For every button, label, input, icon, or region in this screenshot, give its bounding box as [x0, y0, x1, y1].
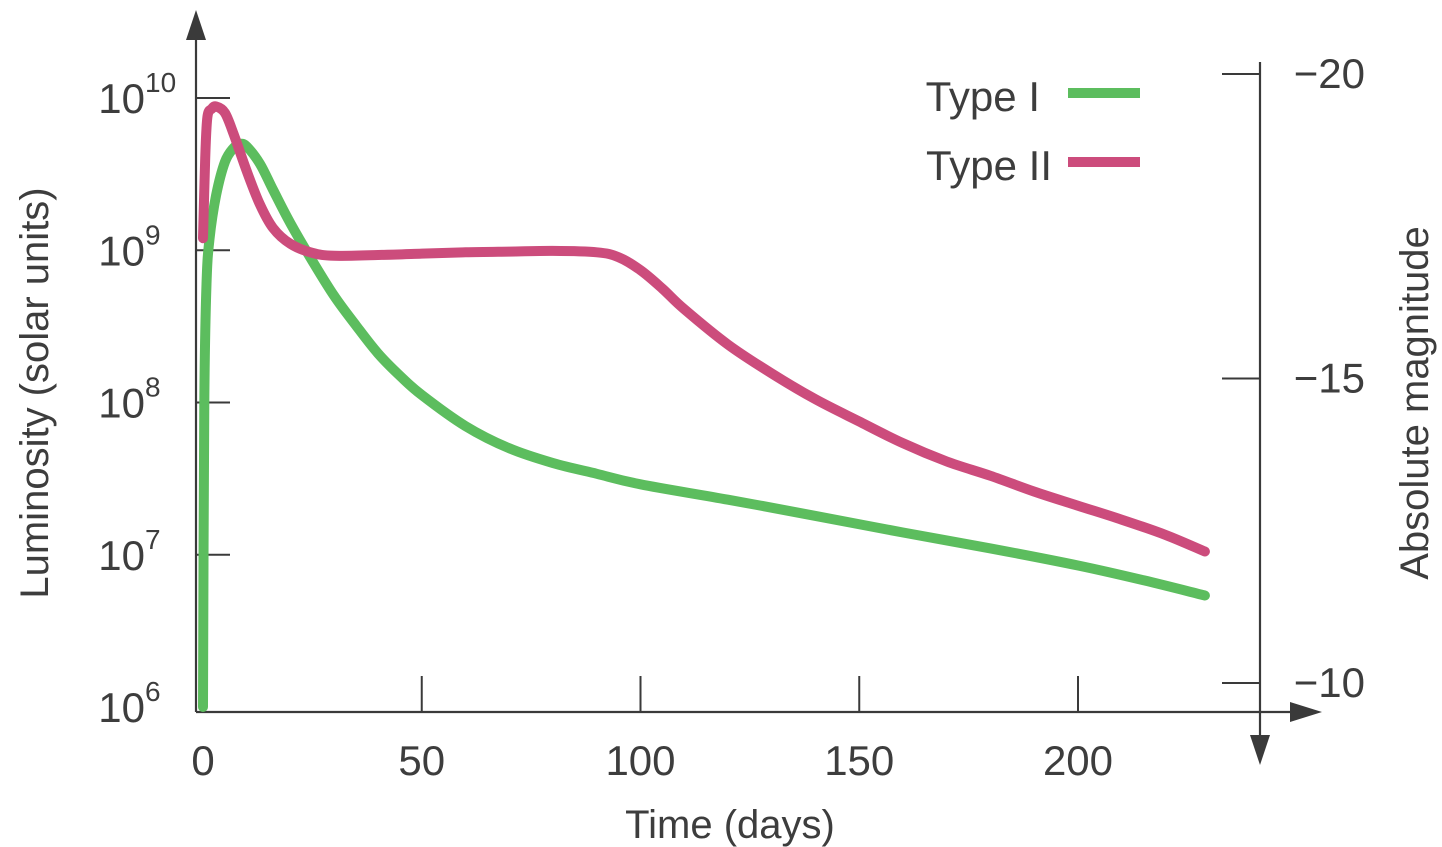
- y2-tick-label: −15: [1294, 355, 1365, 402]
- x-tick-label: 150: [824, 737, 894, 784]
- y-tick-label: 10 10: [98, 67, 176, 122]
- y-tick-label: 10 8: [98, 372, 160, 427]
- series-line-type-ii: [198, 101, 1210, 557]
- legend: Type I Type II: [926, 73, 1140, 189]
- legend-label-type-ii: Type II: [926, 142, 1052, 189]
- y-tick-base: 10: [98, 227, 145, 274]
- series-layer: [198, 101, 1210, 712]
- y-tick-label: 10 7: [98, 524, 160, 579]
- x-axis-arrowhead: [1290, 702, 1322, 722]
- y-tick-exponent: 6: [145, 676, 161, 707]
- y-tick-exponent: 9: [145, 219, 161, 250]
- x-tick-label: 200: [1043, 737, 1113, 784]
- x-tick-label: 0: [191, 737, 214, 784]
- y-tick-base: 10: [98, 532, 145, 579]
- legend-item-type-i: Type I: [926, 73, 1140, 120]
- x-axis-title: Time (days): [625, 803, 835, 847]
- y-tick-base: 10: [98, 684, 145, 731]
- legend-label-type-i: Type I: [926, 73, 1040, 120]
- series-line-type-i: [198, 138, 1210, 712]
- right-y-axis-title: Absolute magnitude: [1393, 226, 1437, 580]
- x-tick-label: 50: [398, 737, 445, 784]
- right-y-axis-arrowhead: [1250, 735, 1270, 765]
- x-tick-label: 100: [605, 737, 675, 784]
- y2-tick-label: −10: [1294, 659, 1365, 706]
- y-tick-exponent: 8: [145, 372, 161, 403]
- y-tick-label: 10 9: [98, 219, 160, 274]
- legend-item-type-ii: Type II: [926, 142, 1140, 189]
- y2-tick-label: −20: [1294, 50, 1365, 97]
- left-y-axis-title: Luminosity (solar units): [13, 187, 57, 598]
- y-tick-exponent: 7: [145, 524, 161, 555]
- y-tick-exponent: 10: [145, 67, 176, 98]
- y-tick-label: 10 6: [98, 676, 160, 731]
- left-y-axis-arrowhead: [186, 10, 206, 40]
- y-tick-base: 10: [98, 380, 145, 427]
- y-tick-base: 10: [98, 75, 145, 122]
